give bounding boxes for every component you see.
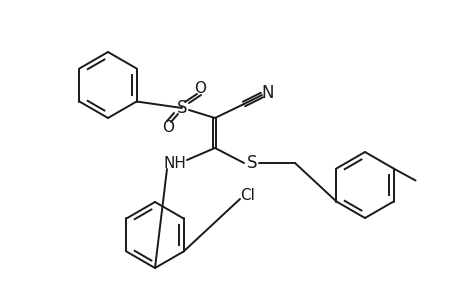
Text: Cl: Cl: [240, 188, 255, 202]
Text: N: N: [261, 84, 274, 102]
Text: S: S: [246, 154, 257, 172]
Text: S: S: [176, 99, 187, 117]
Text: O: O: [162, 121, 174, 136]
Text: NH: NH: [163, 155, 186, 170]
Text: O: O: [194, 80, 206, 95]
